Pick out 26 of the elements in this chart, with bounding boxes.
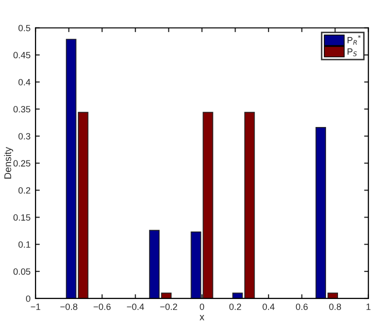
y-tick-label: 0.3 bbox=[18, 133, 30, 140]
x-tick-label: 0.4 bbox=[262, 304, 275, 310]
y-tick-label: 0.05 bbox=[13, 268, 30, 275]
x-tick-label: −0.6 bbox=[94, 304, 111, 310]
x-tick-label: 0.8 bbox=[329, 304, 341, 310]
y-tick-label: 0.1 bbox=[18, 241, 30, 248]
y-tick-label: 0.35 bbox=[13, 106, 30, 112]
y-tick-label: 0 bbox=[26, 295, 30, 302]
legend-label: P$_{R}$$^{*}$ bbox=[348, 35, 361, 45]
y-tick-label: 0.4 bbox=[18, 78, 30, 86]
legend-label: P$_{S}$ bbox=[348, 48, 357, 56]
x-tick-label: −0.8 bbox=[60, 304, 78, 310]
x-tick-label: −1 bbox=[30, 304, 40, 310]
y-tick-label: 0.2 bbox=[18, 187, 30, 194]
y-tick-label: 0.45 bbox=[13, 52, 30, 58]
x-tick-label: 0 bbox=[200, 304, 204, 310]
x-tick-label: −0.2 bbox=[160, 304, 178, 310]
x-tick-label: 1 bbox=[366, 304, 370, 310]
x-tick-label: 0.2 bbox=[229, 304, 242, 310]
x-tick-label: −0.4 bbox=[126, 304, 144, 310]
y-tick-label: 0.25 bbox=[13, 160, 30, 167]
y-tick-label: 0.5 bbox=[18, 24, 30, 32]
y-tick-label: 0.15 bbox=[13, 214, 30, 221]
y-axis-title: Density bbox=[4, 146, 14, 179]
x-tick-label: 0.6 bbox=[296, 304, 308, 310]
x-axis-title: x bbox=[200, 315, 204, 320]
